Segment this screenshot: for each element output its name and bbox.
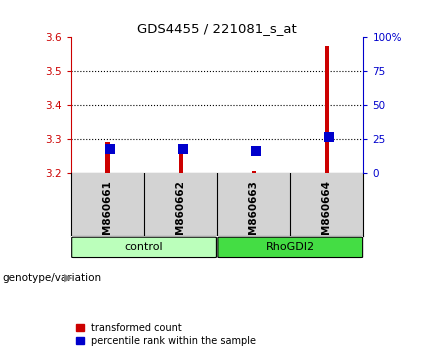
Title: GDS4455 / 221081_s_at: GDS4455 / 221081_s_at: [137, 22, 297, 35]
Bar: [325, 46, 329, 173]
Text: ▶: ▶: [64, 273, 72, 283]
Text: GSM860662: GSM860662: [175, 180, 186, 250]
Text: GSM860661: GSM860661: [102, 180, 113, 250]
Text: genotype/variation: genotype/variation: [2, 273, 101, 283]
Text: GSM860663: GSM860663: [249, 180, 259, 250]
Point: [253, 148, 260, 153]
Text: control: control: [125, 242, 163, 252]
Bar: [105, 142, 110, 173]
Text: GSM860664: GSM860664: [322, 180, 332, 250]
FancyBboxPatch shape: [72, 237, 216, 257]
Bar: [178, 145, 183, 173]
Bar: [252, 171, 256, 173]
Point: [107, 146, 114, 152]
Legend: transformed count, percentile rank within the sample: transformed count, percentile rank withi…: [76, 323, 256, 346]
Point: [180, 146, 187, 152]
Point: [326, 134, 333, 140]
FancyBboxPatch shape: [218, 237, 362, 257]
Text: RhoGDI2: RhoGDI2: [266, 242, 315, 252]
